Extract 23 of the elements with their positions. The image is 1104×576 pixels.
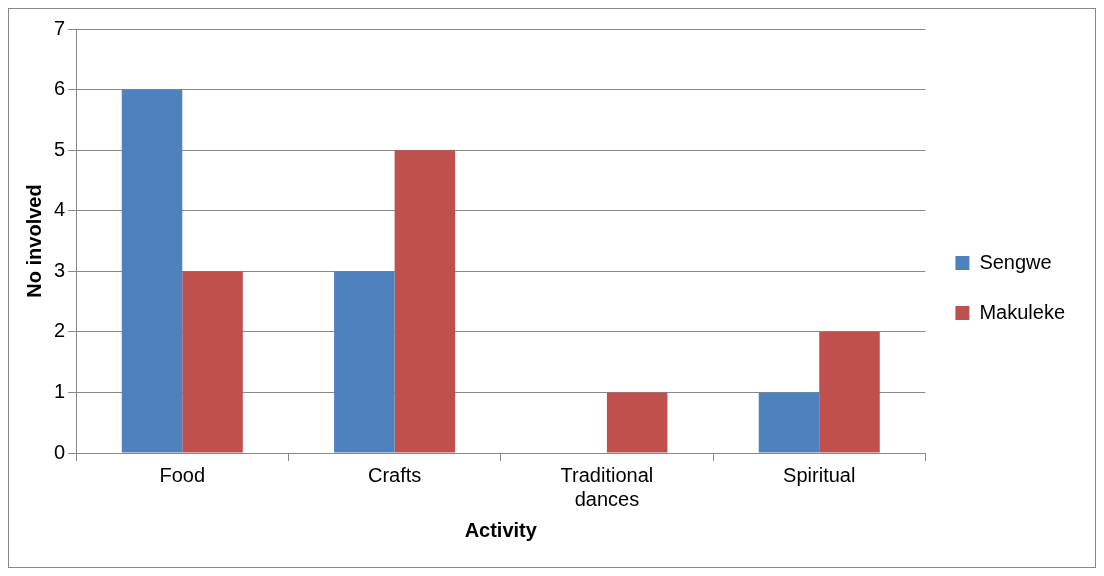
y-axis-title: No involved [22, 184, 45, 298]
bar [182, 271, 243, 453]
x-tick-label: Crafts [367, 463, 422, 486]
y-tick-label: 2 [54, 319, 66, 342]
x-tick-label: Spiritual [783, 463, 856, 486]
bar [758, 392, 820, 453]
bar [334, 271, 395, 453]
bar [606, 392, 668, 453]
bar [819, 331, 880, 453]
x-tick-label: Traditional dances [560, 463, 654, 510]
legend-label: Sengwe [979, 250, 1052, 273]
y-tick-label: 6 [54, 77, 66, 100]
y-tick-label: 0 [54, 440, 66, 463]
x-axis-title: Activity [464, 518, 538, 541]
y-tick-label: 4 [54, 198, 66, 221]
legend-label: Makuleke [979, 300, 1066, 323]
bar [121, 89, 183, 453]
bar [394, 150, 456, 453]
y-tick-label: 1 [54, 379, 66, 402]
y-tick-label: 7 [54, 16, 66, 39]
y-tick-label: 3 [54, 258, 66, 281]
x-tick-label: Food [159, 463, 206, 486]
y-tick-label: 5 [54, 137, 66, 160]
